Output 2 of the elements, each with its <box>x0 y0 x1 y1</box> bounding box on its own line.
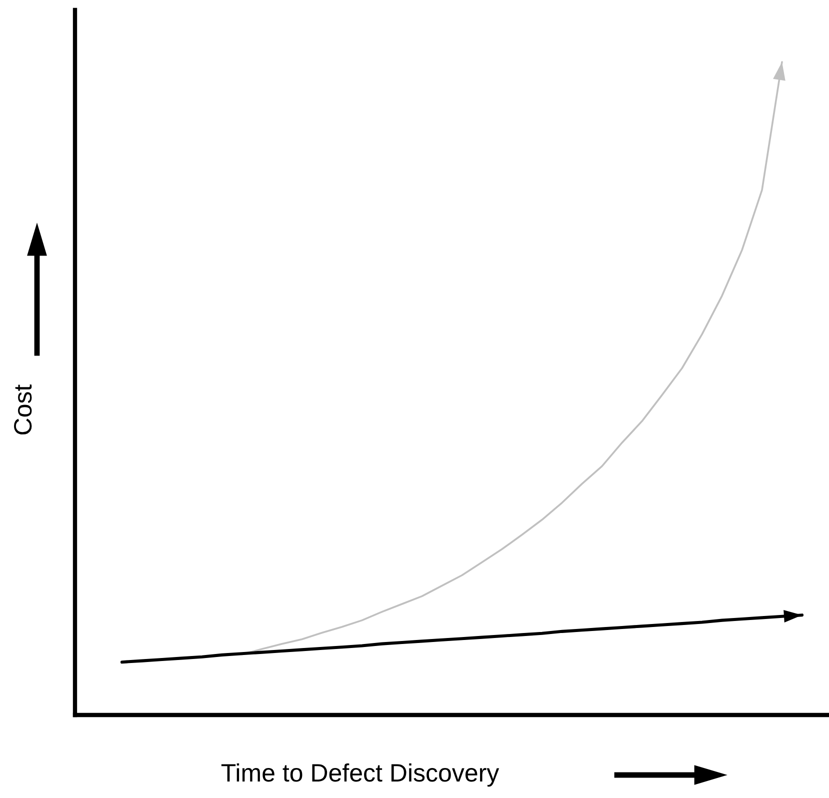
y-axis-title: Cost <box>14 384 32 434</box>
x-axis-title: Time to Defect Discovery <box>221 763 500 787</box>
